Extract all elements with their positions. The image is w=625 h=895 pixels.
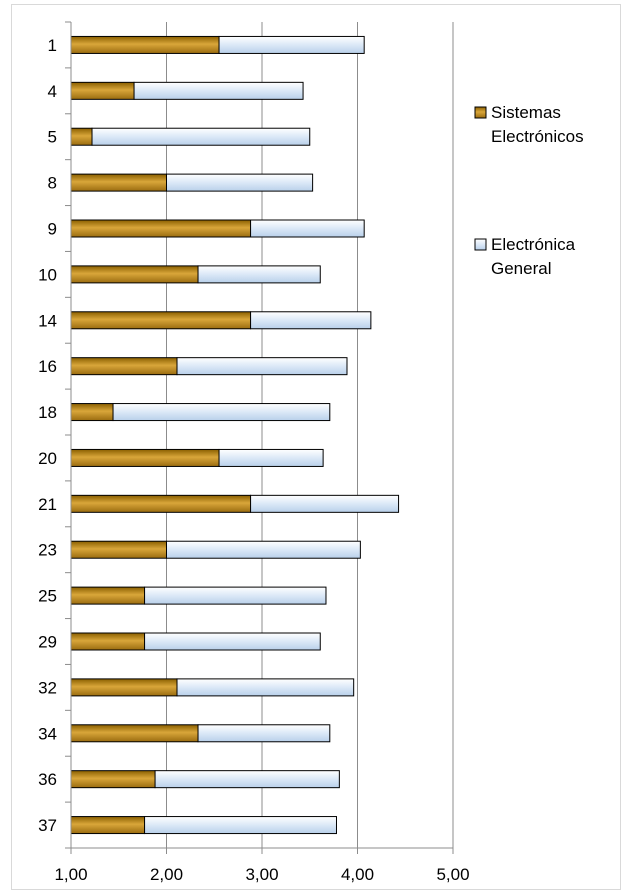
bar-sistemas-electronicos — [70, 403, 114, 422]
bar-sistemas-electronicos — [70, 770, 156, 789]
y-tick-label: 8 — [48, 174, 57, 193]
bar-electronica-general — [166, 540, 361, 559]
bar-electronica-general — [144, 632, 321, 651]
bar-electronica-general — [144, 816, 337, 835]
bar-sistemas-electronicos — [70, 632, 146, 651]
y-tick-label: 23 — [38, 541, 57, 560]
y-tick-label: 18 — [38, 403, 57, 422]
axes — [65, 21, 454, 854]
x-tick-label: 4,00 — [341, 865, 374, 884]
bar-sistemas-electronicos — [70, 81, 135, 100]
bar-sistemas-electronicos — [70, 678, 178, 697]
bar-electronica-general — [250, 219, 365, 238]
chart-frame — [11, 4, 621, 890]
y-tick-label: 5 — [48, 128, 57, 147]
bar-electronica-general — [197, 265, 321, 284]
bar-sistemas-electronicos — [70, 35, 220, 54]
bar-sistemas-electronicos — [70, 311, 252, 330]
x-tick-label: 5,00 — [436, 865, 469, 884]
bar-electronica-general — [250, 494, 400, 513]
x-tick-label: 3,00 — [245, 865, 278, 884]
bar-sistemas-electronicos — [70, 494, 252, 513]
y-tick-label: 9 — [48, 220, 57, 239]
bar-sistemas-electronicos — [70, 448, 220, 467]
legend-label: General — [491, 259, 551, 278]
x-tick-label: 1,00 — [54, 865, 87, 884]
bar-electronica-general — [154, 770, 340, 789]
bar-sistemas-electronicos — [70, 219, 252, 238]
legend-swatch — [474, 106, 487, 119]
bar-sistemas-electronicos — [70, 724, 199, 743]
bar-electronica-general — [166, 173, 314, 192]
bar-sistemas-electronicos — [70, 127, 93, 146]
y-tick-label: 10 — [38, 265, 57, 284]
bar-electronica-general — [218, 448, 324, 467]
y-tick-label: 29 — [38, 633, 57, 652]
y-tick-label: 25 — [38, 587, 57, 606]
legend-label: Electrónicos — [491, 127, 584, 146]
y-tick-label: 21 — [38, 495, 57, 514]
legend-label: Electrónica — [491, 235, 576, 254]
y-tick-label: 36 — [38, 770, 57, 789]
bar-electronica-general — [176, 678, 355, 697]
bar-electronica-general — [144, 586, 327, 605]
y-tick-label: 1 — [48, 36, 57, 55]
y-tick-label: 16 — [38, 357, 57, 376]
gridlines — [166, 22, 454, 848]
bar-electronica-general — [112, 403, 331, 422]
y-tick-label: 20 — [38, 449, 57, 468]
bar-sistemas-electronicos — [70, 586, 146, 605]
y-tick-label: 37 — [38, 816, 57, 835]
bar-sistemas-electronicos — [70, 265, 199, 284]
bar-sistemas-electronicos — [70, 540, 167, 559]
bar-electronica-general — [218, 35, 365, 54]
y-tick-label: 4 — [48, 82, 57, 101]
y-tick-label: 32 — [38, 678, 57, 697]
bar-electronica-general — [133, 81, 304, 100]
y-tick-label: 14 — [38, 311, 57, 330]
bar-sistemas-electronicos — [70, 816, 146, 835]
legend: Sistemas Electrónicos Electrónica General — [474, 103, 584, 278]
bar-electronica-general — [91, 127, 311, 146]
x-axis-labels: 1,00 2,00 3,00 4,00 5,00 — [54, 865, 469, 884]
y-tick-label: 34 — [38, 724, 57, 743]
bar-sistemas-electronicos — [70, 357, 178, 376]
legend-swatch — [474, 238, 487, 251]
bar-sistemas-electronicos — [70, 173, 167, 192]
bars — [70, 35, 400, 835]
bar-electronica-general — [197, 724, 331, 743]
x-tick-label: 2,00 — [150, 865, 183, 884]
bar-electronica-general — [250, 311, 372, 330]
bar-electronica-general — [176, 357, 348, 376]
legend-label: Sistemas — [491, 103, 561, 122]
